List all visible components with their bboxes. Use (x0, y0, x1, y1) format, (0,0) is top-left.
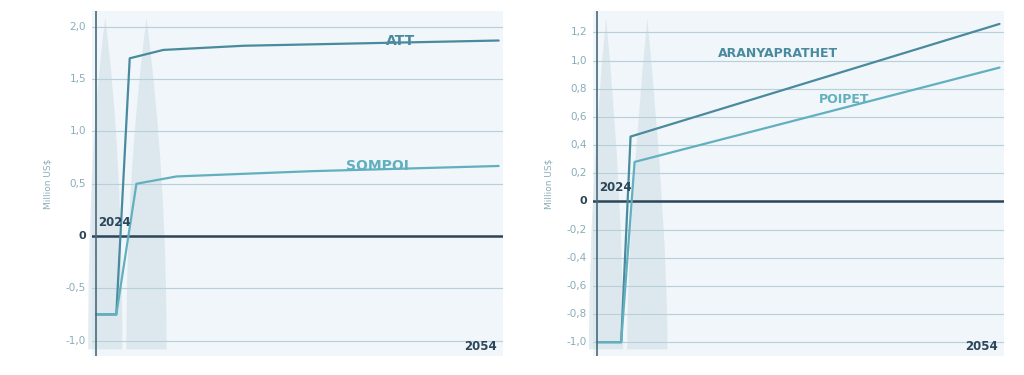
PathPatch shape (628, 18, 668, 350)
Text: 1,0: 1,0 (70, 126, 86, 136)
Text: 2024: 2024 (599, 182, 632, 195)
Text: -0,8: -0,8 (566, 309, 587, 319)
Text: ARANYAPRATHET: ARANYAPRATHET (718, 47, 838, 60)
Text: -1,0: -1,0 (66, 336, 86, 346)
PathPatch shape (126, 18, 167, 350)
Text: Million US$: Million US$ (544, 159, 553, 209)
Text: SOMPOI: SOMPOI (346, 159, 409, 173)
Text: 1,2: 1,2 (570, 27, 587, 38)
Text: 2024: 2024 (98, 216, 131, 229)
Text: 0: 0 (580, 196, 587, 206)
Text: 0,5: 0,5 (70, 179, 86, 189)
Text: Million US$: Million US$ (43, 159, 52, 209)
Text: -1,0: -1,0 (566, 337, 587, 347)
Text: 0,8: 0,8 (570, 84, 587, 94)
Text: -0,4: -0,4 (566, 253, 587, 262)
Text: 0,4: 0,4 (570, 140, 587, 150)
Text: 1,0: 1,0 (570, 56, 587, 66)
Text: 0: 0 (79, 231, 86, 241)
Text: 1,5: 1,5 (70, 74, 86, 84)
Text: POIPET: POIPET (818, 93, 869, 106)
Text: 0,6: 0,6 (570, 112, 587, 122)
Text: -0,5: -0,5 (66, 283, 86, 293)
Text: -0,6: -0,6 (566, 281, 587, 291)
Text: 2054: 2054 (464, 340, 497, 353)
Text: 2,0: 2,0 (70, 22, 86, 32)
Text: 2054: 2054 (965, 340, 997, 353)
Text: ATT: ATT (386, 33, 415, 48)
PathPatch shape (589, 18, 624, 350)
Text: -0,2: -0,2 (566, 225, 587, 234)
Text: 0,2: 0,2 (570, 168, 587, 178)
PathPatch shape (88, 18, 122, 350)
